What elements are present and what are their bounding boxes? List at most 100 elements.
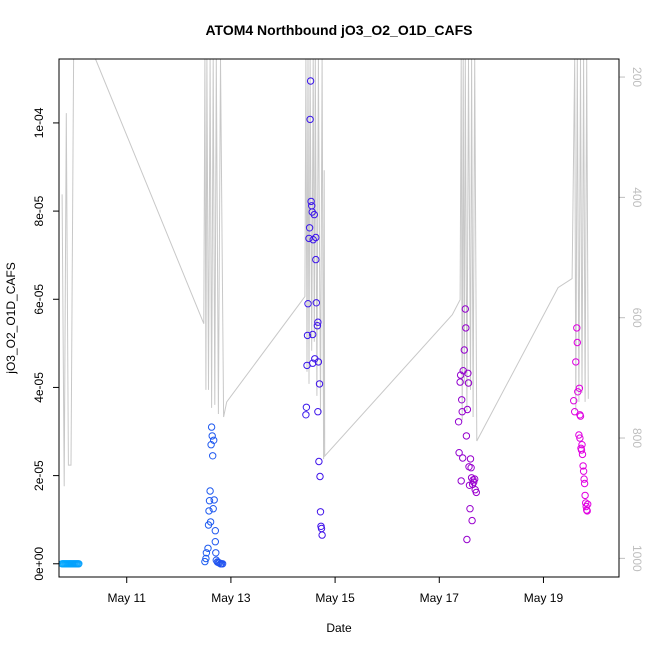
data-point [205, 497, 214, 505]
x-tick-label: May 11 [107, 591, 146, 605]
data-point [461, 305, 469, 313]
data-point [306, 115, 314, 124]
data-point [466, 455, 475, 463]
data-point [458, 396, 466, 404]
data-point [314, 408, 322, 416]
data-point [582, 499, 590, 507]
data-point [574, 388, 582, 396]
y-tick-label: 0e+00 [32, 547, 46, 581]
data-point [578, 441, 586, 449]
data-point [576, 434, 584, 442]
data-point [211, 538, 220, 546]
data-point [302, 403, 311, 411]
data-point [576, 412, 585, 420]
data-point [309, 330, 317, 339]
data-point [313, 322, 322, 330]
data-point [212, 549, 220, 557]
data-point [457, 477, 465, 485]
data-point [304, 300, 312, 308]
y-tick-label: 2e-05 [32, 460, 46, 491]
data-point [579, 462, 587, 470]
y2-tick-label: 200 [630, 67, 644, 87]
data-point [312, 299, 320, 307]
data-point [316, 508, 325, 516]
data-point [307, 197, 315, 206]
data-point [456, 378, 464, 386]
data-point [314, 358, 323, 366]
data-point [463, 405, 472, 414]
data-point [471, 475, 479, 483]
data-point [204, 544, 212, 552]
data-point [466, 505, 474, 513]
data-point [462, 324, 470, 332]
y-tick-label: 4e-05 [32, 372, 46, 403]
plot-frame [58, 58, 620, 578]
data-point [582, 502, 590, 511]
data-point [209, 452, 217, 460]
data-point [202, 549, 211, 557]
data-point [207, 423, 216, 431]
data-point [472, 488, 480, 497]
pressure-line-layer [61, 59, 589, 487]
data-point [75, 560, 83, 568]
data-point [467, 464, 475, 472]
data-point [462, 432, 471, 440]
data-point [312, 255, 320, 264]
data-points-layer [59, 77, 592, 568]
data-point [315, 457, 323, 466]
data-point [201, 557, 209, 566]
data-point [315, 380, 324, 388]
x-tick-label: May 15 [315, 591, 355, 605]
data-point [573, 338, 581, 347]
data-point [581, 491, 589, 500]
data-point [202, 554, 210, 563]
data-point [579, 467, 588, 475]
data-point [208, 432, 216, 440]
data-point [468, 516, 476, 525]
data-point [314, 318, 322, 326]
data-point [464, 379, 473, 387]
data-point [575, 431, 583, 439]
y-tick-label: 8e-05 [32, 195, 46, 226]
y2-tick-label: 800 [630, 428, 644, 448]
data-point [305, 234, 313, 243]
data-point [572, 358, 580, 366]
data-point [570, 397, 578, 405]
chart-title: ATOM4 Northbound jO3_O2_O1D_CAFS [205, 22, 472, 38]
data-point [302, 411, 310, 419]
data-point [306, 77, 315, 85]
data-point [211, 527, 220, 535]
y-tick-label: 6e-05 [32, 284, 46, 315]
data-point [580, 479, 589, 488]
data-point [460, 346, 468, 354]
data-point [312, 233, 320, 242]
data-point [584, 500, 592, 508]
pressure-line [61, 59, 589, 487]
x-tick-label: May 13 [211, 591, 251, 605]
data-point [463, 535, 471, 544]
data-point [459, 454, 467, 462]
data-point [218, 560, 227, 568]
y-axis-label: jO3_O2_O1D_CAFS [4, 262, 18, 374]
x-tick-label: May 17 [420, 591, 460, 605]
data-point [470, 478, 478, 486]
data-point [577, 446, 586, 454]
data-point [210, 496, 218, 504]
y2-tick-label: 600 [630, 308, 644, 328]
x-axis-label: Date [326, 621, 352, 635]
data-point [206, 518, 215, 526]
data-point [316, 472, 324, 481]
x-tick-label: May 19 [524, 591, 564, 605]
data-point [303, 331, 312, 340]
data-point [210, 436, 218, 444]
data-point [209, 505, 217, 513]
data-point [305, 224, 314, 232]
data-point [206, 487, 214, 495]
y-tick-label: 1e-04 [32, 107, 46, 138]
y2-tick-label: 400 [630, 187, 644, 207]
data-point [455, 449, 463, 457]
data-point [454, 418, 463, 426]
